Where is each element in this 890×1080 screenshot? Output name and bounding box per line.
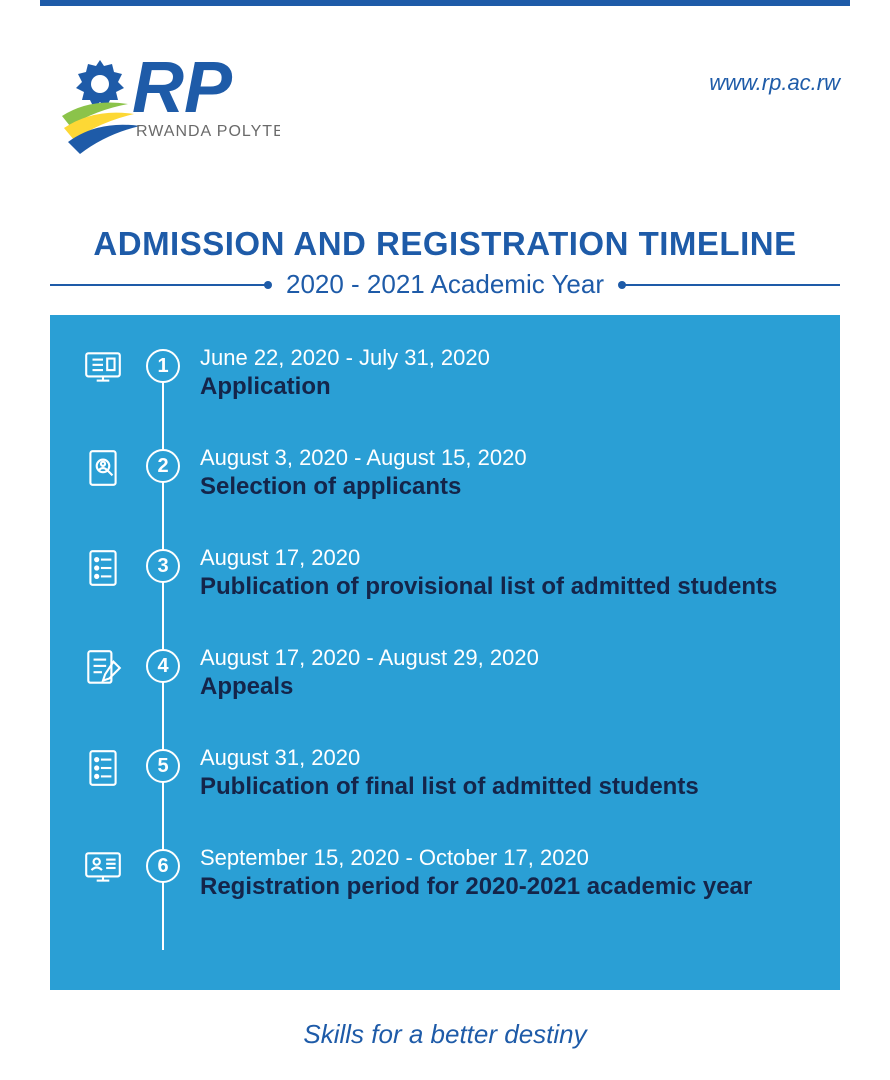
step-number: 4: [146, 649, 180, 683]
svg-text:RP: RP: [132, 48, 233, 128]
divider-right: [622, 284, 840, 286]
timeline-item: 4 August 17, 2020 - August 29, 2020Appeal…: [80, 645, 800, 701]
step-label: Selection of applicants: [200, 473, 800, 501]
step-label: Publication of provisional list of admit…: [200, 573, 800, 601]
timeline-item: 2 August 3, 2020 - August 15, 2020Selecti…: [80, 445, 800, 501]
logo: RP RWANDA POLYTECHNIC: [50, 40, 280, 170]
step-date: September 15, 2020 - October 17, 2020: [200, 845, 800, 871]
step-text: June 22, 2020 - July 31, 2020Application: [200, 345, 800, 401]
rp-logo-icon: RP RWANDA POLYTECHNIC: [50, 40, 280, 170]
search-doc-icon: [80, 445, 126, 491]
step-text: September 15, 2020 - October 17, 2020Reg…: [200, 845, 800, 901]
header: RP RWANDA POLYTECHNIC www.rp.ac.rw: [50, 40, 840, 170]
step-date: August 31, 2020: [200, 745, 800, 771]
step-date: August 17, 2020: [200, 545, 800, 571]
website-url[interactable]: www.rp.ac.rw: [709, 70, 840, 96]
monitor-form-icon: [80, 345, 126, 391]
main-title: ADMISSION AND REGISTRATION TIMELINE: [50, 225, 840, 263]
step-text: August 17, 2020 - August 29, 2020Appeals: [200, 645, 800, 701]
top-border: [40, 0, 850, 6]
step-text: August 17, 2020Publication of provisiona…: [200, 545, 800, 601]
step-number: 5: [146, 749, 180, 783]
subtitle-row: 2020 - 2021 Academic Year: [50, 269, 840, 300]
step-number: 3: [146, 549, 180, 583]
step-number: 2: [146, 449, 180, 483]
timeline-item: 6 September 15, 2020 - October 17, 2020Re…: [80, 845, 800, 901]
step-date: August 3, 2020 - August 15, 2020: [200, 445, 800, 471]
list-icon: [80, 545, 126, 591]
step-label: Appeals: [200, 673, 800, 701]
step-label: Registration period for 2020-2021 academ…: [200, 873, 800, 901]
step-text: August 3, 2020 - August 15, 2020Selectio…: [200, 445, 800, 501]
list-icon: [80, 745, 126, 791]
step-number: 6: [146, 849, 180, 883]
tagline: Skills for a better destiny: [0, 1019, 890, 1050]
monitor-profile-icon: [80, 845, 126, 891]
step-date: June 22, 2020 - July 31, 2020: [200, 345, 800, 371]
timeline-item: 1 June 22, 2020 - July 31, 2020Applicatio…: [80, 345, 800, 401]
step-text: August 31, 2020Publication of final list…: [200, 745, 800, 801]
timeline-item: 3 August 17, 2020Publication of provision…: [80, 545, 800, 601]
edit-doc-icon: [80, 645, 126, 691]
step-label: Application: [200, 373, 800, 401]
timeline: 1 June 22, 2020 - July 31, 2020Applicatio…: [80, 345, 800, 960]
org-name-text: RWANDA POLYTECHNIC: [136, 123, 280, 140]
timeline-item: 5 August 31, 2020Publication of final lis…: [80, 745, 800, 801]
divider-left: [50, 284, 268, 286]
timeline-panel: 1 June 22, 2020 - July 31, 2020Applicatio…: [50, 315, 840, 990]
step-number: 1: [146, 349, 180, 383]
title-block: ADMISSION AND REGISTRATION TIMELINE 2020…: [50, 225, 840, 300]
step-date: August 17, 2020 - August 29, 2020: [200, 645, 800, 671]
step-label: Publication of final list of admitted st…: [200, 773, 800, 801]
subtitle: 2020 - 2021 Academic Year: [268, 269, 622, 300]
